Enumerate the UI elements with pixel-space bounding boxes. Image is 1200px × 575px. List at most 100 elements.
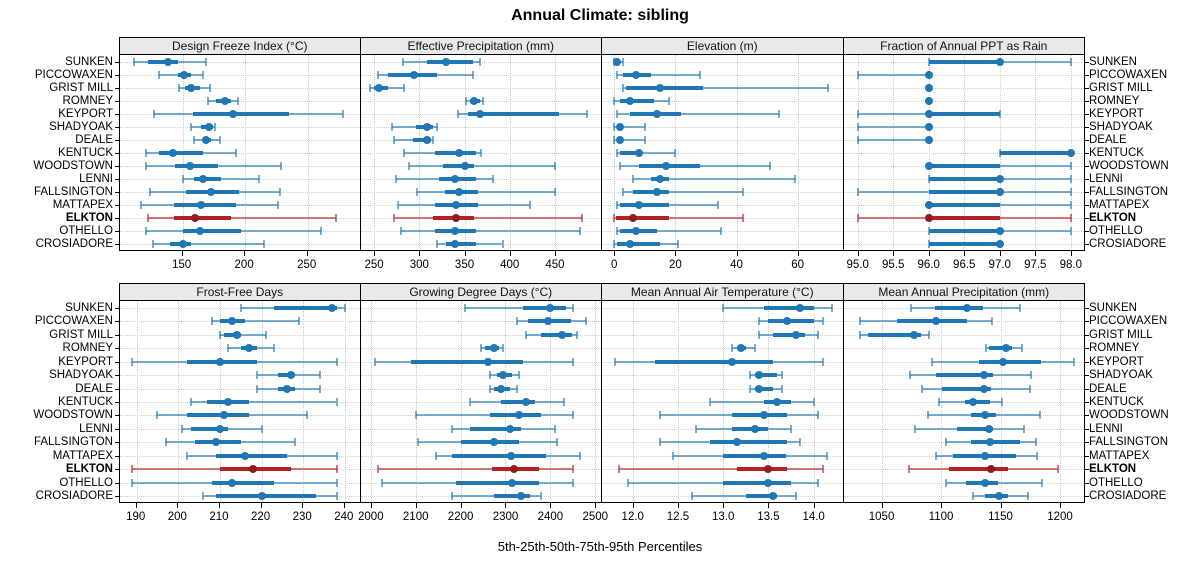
median-dot — [375, 83, 384, 92]
median-dot — [442, 57, 451, 66]
row-tick-right — [1085, 348, 1089, 350]
interquartile-bar-25-75 — [190, 426, 229, 431]
station-label-right: KEYPORT — [1089, 355, 1144, 368]
whisker-cap-95 — [335, 357, 338, 366]
interquartile-bar-25-75 — [949, 467, 1008, 472]
vertical-gridline — [370, 301, 372, 502]
whisker-cap-5 — [391, 122, 394, 131]
whisker-cap-95 — [219, 135, 222, 144]
whisker-cap-95 — [335, 492, 338, 501]
vertical-gridline — [178, 301, 180, 502]
whisker-5-95 — [211, 320, 300, 323]
vertical-gridline — [928, 55, 930, 250]
station-label-left: MATTAPEX — [52, 199, 113, 212]
row-gridline — [843, 496, 1084, 498]
row-gridline — [120, 139, 360, 141]
vertical-gridline — [736, 55, 738, 250]
vertical-gridline — [554, 55, 556, 250]
median-dot — [656, 175, 665, 184]
median-dot — [755, 384, 764, 393]
station-label-right: LENNI — [1089, 173, 1123, 186]
whisker-cap-5 — [910, 303, 913, 312]
whisker-cap-5 — [708, 398, 711, 406]
row-gridline — [843, 100, 1084, 102]
interquartile-bar-25-75 — [754, 386, 773, 391]
x-tick-label: 0 — [611, 259, 618, 271]
whisker-cap-5 — [921, 384, 924, 393]
median-dot — [995, 227, 1004, 236]
whisker-cap-5 — [618, 465, 621, 474]
whisker-cap-95 — [674, 149, 677, 157]
row-tick-right — [1085, 218, 1089, 220]
whisker-cap-95 — [481, 96, 484, 105]
vertical-gridline — [344, 301, 346, 502]
median-dot — [998, 357, 1007, 366]
median-dot — [202, 135, 211, 144]
median-dot — [452, 214, 461, 223]
median-dot — [423, 122, 432, 131]
whisker-5-95 — [623, 86, 829, 89]
whisker-cap-95 — [821, 317, 824, 326]
row-tick-right — [1085, 179, 1089, 181]
whisker-cap-95 — [501, 240, 504, 249]
x-axis-tick — [460, 503, 462, 508]
station-label-right: DEALE — [1089, 382, 1127, 395]
median-dot — [257, 492, 266, 501]
station-label-right: OTHELLO — [1089, 225, 1143, 238]
station-label-right: ROMNEY — [1089, 94, 1140, 107]
whisker-cap-5 — [758, 330, 761, 339]
whisker-cap-95 — [562, 398, 565, 406]
median-dot — [984, 424, 993, 433]
panel-strip-title: Effective Precipitation (mm) — [407, 39, 555, 53]
interquartile-bar-25-75 — [928, 229, 1000, 234]
whisker-cap-5 — [859, 317, 862, 326]
median-dot — [228, 478, 237, 487]
whisker-cap-5 — [515, 317, 518, 326]
whisker-5-95 — [617, 112, 780, 115]
station-label-left: MATTAPEX — [52, 449, 113, 462]
whisker-cap-95 — [556, 438, 559, 447]
station-label-right: KENTUCK — [1089, 396, 1144, 408]
x-tick-label: 2200 — [447, 511, 474, 523]
whisker-cap-5 — [145, 149, 148, 157]
whisker-cap-5 — [376, 70, 379, 79]
x-tick-label: 2300 — [492, 511, 519, 523]
whisker-cap-5 — [658, 411, 661, 420]
median-dot — [450, 175, 459, 184]
median-dot — [995, 492, 1004, 501]
row-tick-left — [115, 375, 119, 377]
interquartile-bar-25-75 — [446, 242, 477, 247]
whisker-cap-95 — [1023, 424, 1026, 433]
median-dot — [768, 492, 777, 501]
row-tick-left — [115, 61, 119, 63]
whisker-cap-95 — [236, 96, 239, 105]
panel-strip: Effective Precipitation (mm) — [360, 37, 602, 55]
station-label-right: PICCOWAXEN — [1089, 68, 1168, 81]
whisker-5-95 — [614, 125, 645, 128]
whisker-5-95 — [617, 73, 700, 76]
whisker-cap-95 — [553, 424, 556, 433]
whisker-cap-5 — [690, 492, 693, 501]
interquartile-bar-25-75 — [460, 440, 519, 445]
station-label-left: KEYPORT — [58, 355, 113, 368]
panel-strip: Mean Annual Precipitation (mm) — [843, 283, 1085, 301]
whisker-cap-5 — [913, 424, 916, 433]
whisker-cap-95 — [998, 109, 1001, 118]
x-axis-tick — [1070, 251, 1072, 256]
median-dot — [221, 96, 230, 105]
median-dot — [191, 214, 200, 223]
whisker-cap-95 — [821, 357, 824, 366]
whisker-cap-95 — [1069, 201, 1072, 210]
station-label-left: GRIST MILL — [49, 328, 113, 341]
x-tick-label: 150 — [171, 259, 192, 271]
median-dot — [409, 70, 418, 79]
row-gridline — [602, 61, 843, 63]
whisker-cap-95 — [343, 303, 346, 312]
station-label-left: LENNI — [79, 422, 113, 435]
row-tick-left — [115, 205, 119, 207]
station-label-right: MATTAPEX — [1089, 199, 1150, 212]
whisker-cap-5 — [464, 303, 467, 312]
whisker-cap-95 — [571, 357, 574, 366]
whisker-cap-95 — [790, 424, 793, 433]
whisker-5-95 — [465, 306, 573, 309]
